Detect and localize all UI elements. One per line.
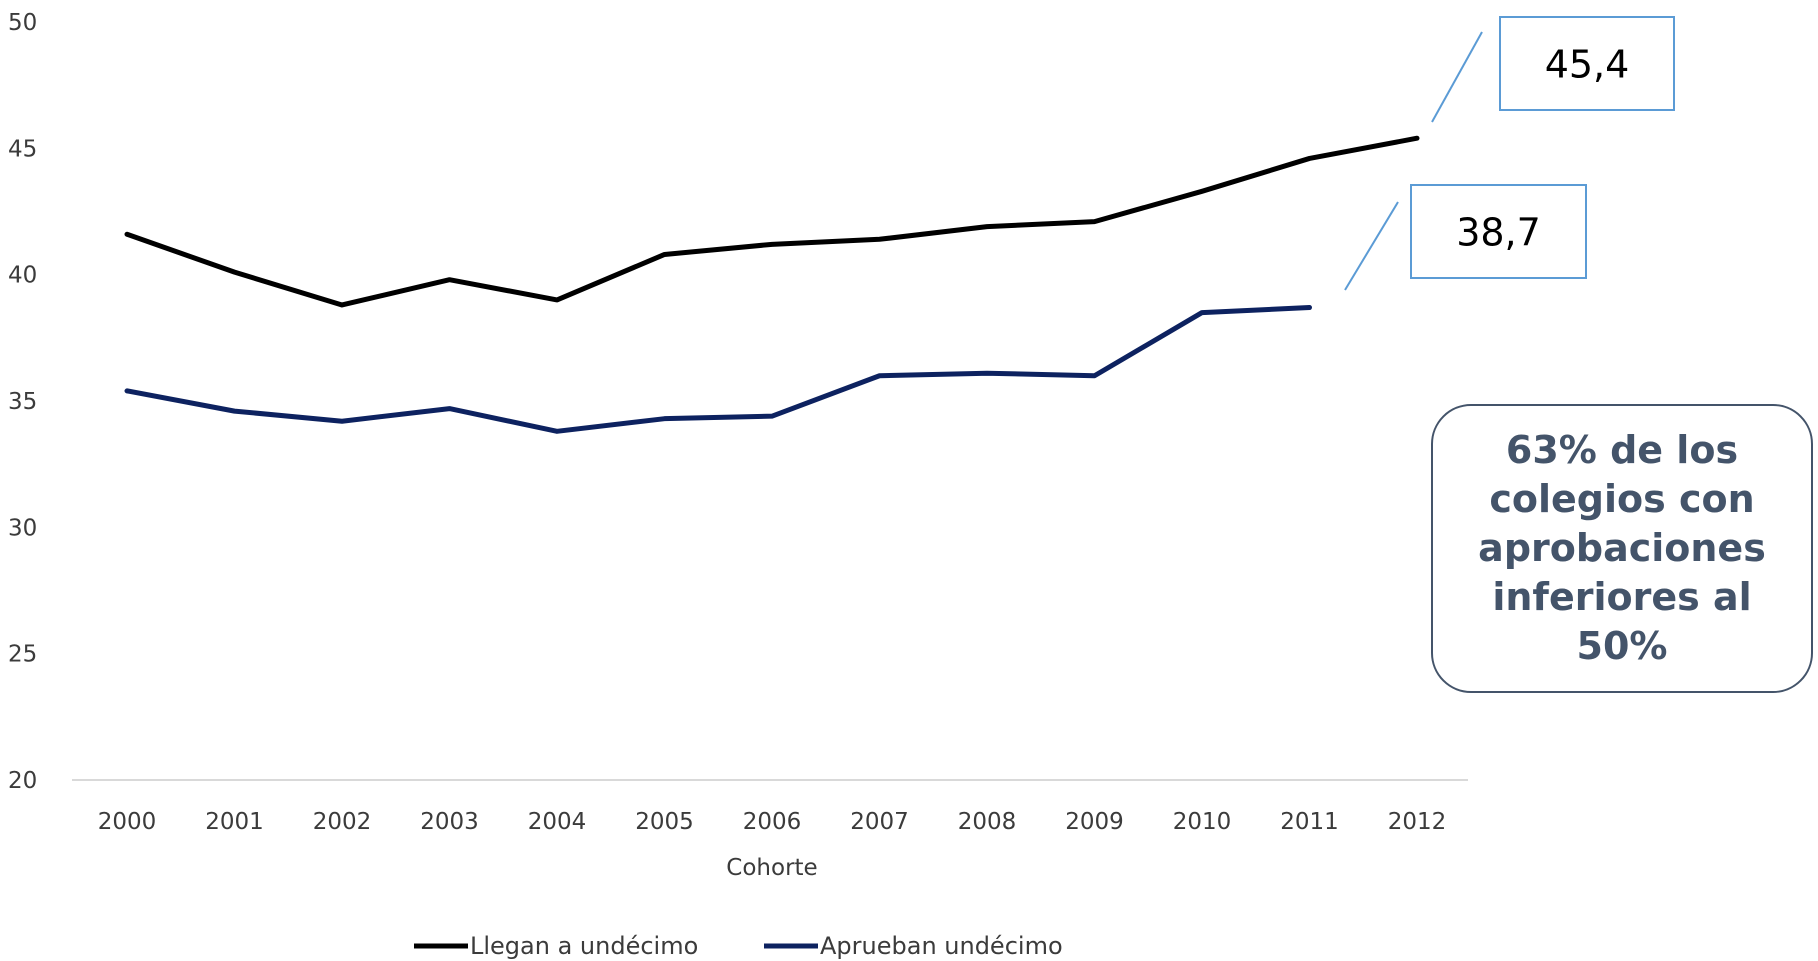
x-tick-label: 2010 — [1173, 809, 1232, 835]
x-tick-label: 2007 — [850, 809, 909, 835]
note-text: 63% de los colegios con aprobaciones inf… — [1478, 428, 1766, 668]
callout-value-aprueban: 38,7 — [1456, 211, 1541, 255]
x-axis-title: Cohorte — [726, 855, 817, 881]
y-tick-label: 35 — [8, 389, 37, 415]
callout-leader-line — [1344, 201, 1399, 291]
y-tick-label: 40 — [8, 263, 37, 289]
callout-value-llegan: 45,4 — [1545, 43, 1630, 87]
legend-label-aprueban: Aprueban undécimo — [820, 932, 1063, 960]
y-tick-label: 30 — [8, 515, 37, 541]
y-tick-label: 50 — [8, 10, 37, 36]
x-tick-label: 2008 — [958, 809, 1017, 835]
x-tick-label: 2003 — [420, 809, 479, 835]
series-line-llegan — [124, 135, 1420, 308]
y-tick-label: 25 — [8, 642, 37, 668]
x-tick-label: 2004 — [528, 809, 587, 835]
y-tick-label: 20 — [8, 768, 37, 794]
y-tick-label: 45 — [8, 136, 37, 162]
note-box: 63% de los colegios con aprobaciones inf… — [1431, 404, 1813, 693]
x-tick-label: 2009 — [1065, 809, 1124, 835]
callout-leader-line — [1431, 31, 1483, 123]
x-tick-label: 2011 — [1280, 809, 1339, 835]
x-tick-label: 2006 — [743, 809, 802, 835]
x-tick-label: 2012 — [1388, 809, 1447, 835]
series-line-aprueban — [124, 305, 1312, 434]
legend: Llegan a undécimo Aprueban undécimo — [414, 932, 1063, 960]
y-axis-ticks: 20 25 30 35 40 45 50 — [8, 10, 37, 794]
legend-label-llegan: Llegan a undécimo — [470, 932, 698, 960]
callout-box — [1499, 16, 1675, 111]
x-tick-label: 2002 — [313, 809, 372, 835]
x-tick-label: 2001 — [205, 809, 264, 835]
x-axis-ticks: 2000 2001 2002 2003 2004 2005 2006 2007 2008 2009… — [98, 809, 1447, 835]
x-tick-label: 2005 — [635, 809, 694, 835]
series-lines — [124, 135, 1420, 434]
x-tick-label: 2000 — [98, 809, 157, 835]
callout-box — [1410, 184, 1587, 279]
